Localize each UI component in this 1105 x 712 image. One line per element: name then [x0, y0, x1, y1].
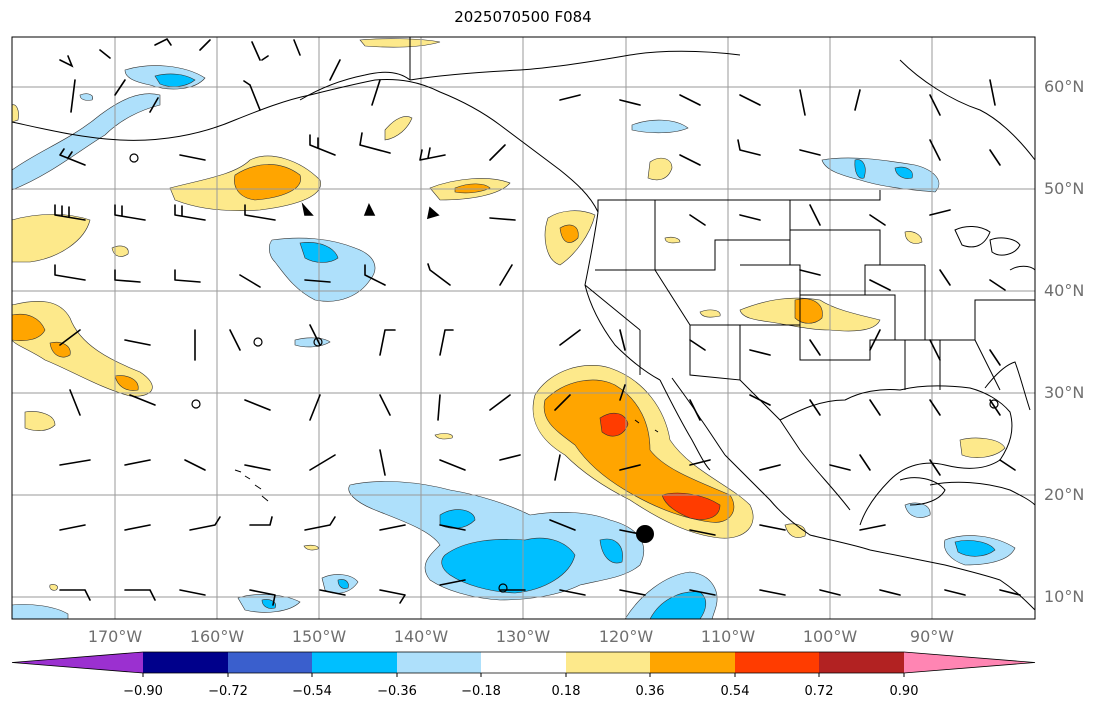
lat-label-40n: 40°N	[1044, 281, 1085, 300]
lon-label-140w: 140°W	[393, 627, 449, 646]
colorbar-segment	[312, 652, 397, 673]
colorbar-segment	[566, 652, 650, 673]
lat-label-10n: 10°N	[1044, 587, 1085, 606]
colorbar-segment	[228, 652, 312, 673]
lat-label-20n: 20°N	[1044, 485, 1085, 504]
colorbar-tick-label: −0.72	[208, 684, 248, 699]
lon-label-90w: 90°W	[909, 627, 955, 646]
colorbar-segment	[735, 652, 819, 673]
calm-markers	[129, 153, 999, 593]
colorbar-tick-label: −0.54	[292, 684, 332, 699]
colorbar-tick-label: 0.54	[720, 684, 750, 699]
lat-label-50n: 50°N	[1044, 179, 1085, 198]
map-frame	[11, 36, 1036, 620]
colorbar-tick-label: −0.90	[123, 684, 163, 699]
colorbar-segment	[12, 652, 143, 673]
colorbar-segment	[397, 652, 481, 673]
colorbar-tick-label: 0.36	[635, 684, 665, 699]
anomaly-fill	[11, 38, 1016, 620]
colorbar	[11, 651, 1036, 677]
colorbar-tick-label: 0.90	[889, 684, 919, 699]
colorbar-tick-label: −0.18	[461, 684, 501, 699]
colorbar-segment	[819, 652, 904, 673]
map-title: 2025070500 F084	[454, 8, 592, 26]
colorbar-segment	[143, 652, 228, 673]
wind-barbs	[54, 37, 1021, 606]
lon-label-170w: 170°W	[87, 627, 143, 646]
colorbar-tick-label: −0.36	[377, 684, 417, 699]
coastlines	[11, 37, 1036, 611]
lon-label-120w: 120°W	[598, 627, 654, 646]
graticule	[12, 37, 1035, 619]
colorbar-tick-label: 0.18	[551, 684, 581, 699]
storm-marker	[636, 525, 654, 543]
lat-label-30n: 30°N	[1044, 383, 1085, 402]
colorbar-segment	[904, 652, 1035, 673]
colorbar-tick-label: 0.72	[804, 684, 834, 699]
lat-label-60n: 60°N	[1044, 77, 1085, 96]
lon-label-100w: 100°W	[802, 627, 858, 646]
lon-label-110w: 110°W	[700, 627, 756, 646]
colorbar-segment	[481, 652, 566, 673]
lon-label-160w: 160°W	[189, 627, 245, 646]
colorbar-segment	[650, 652, 735, 673]
lon-label-130w: 130°W	[495, 627, 551, 646]
lon-label-150w: 150°W	[291, 627, 347, 646]
